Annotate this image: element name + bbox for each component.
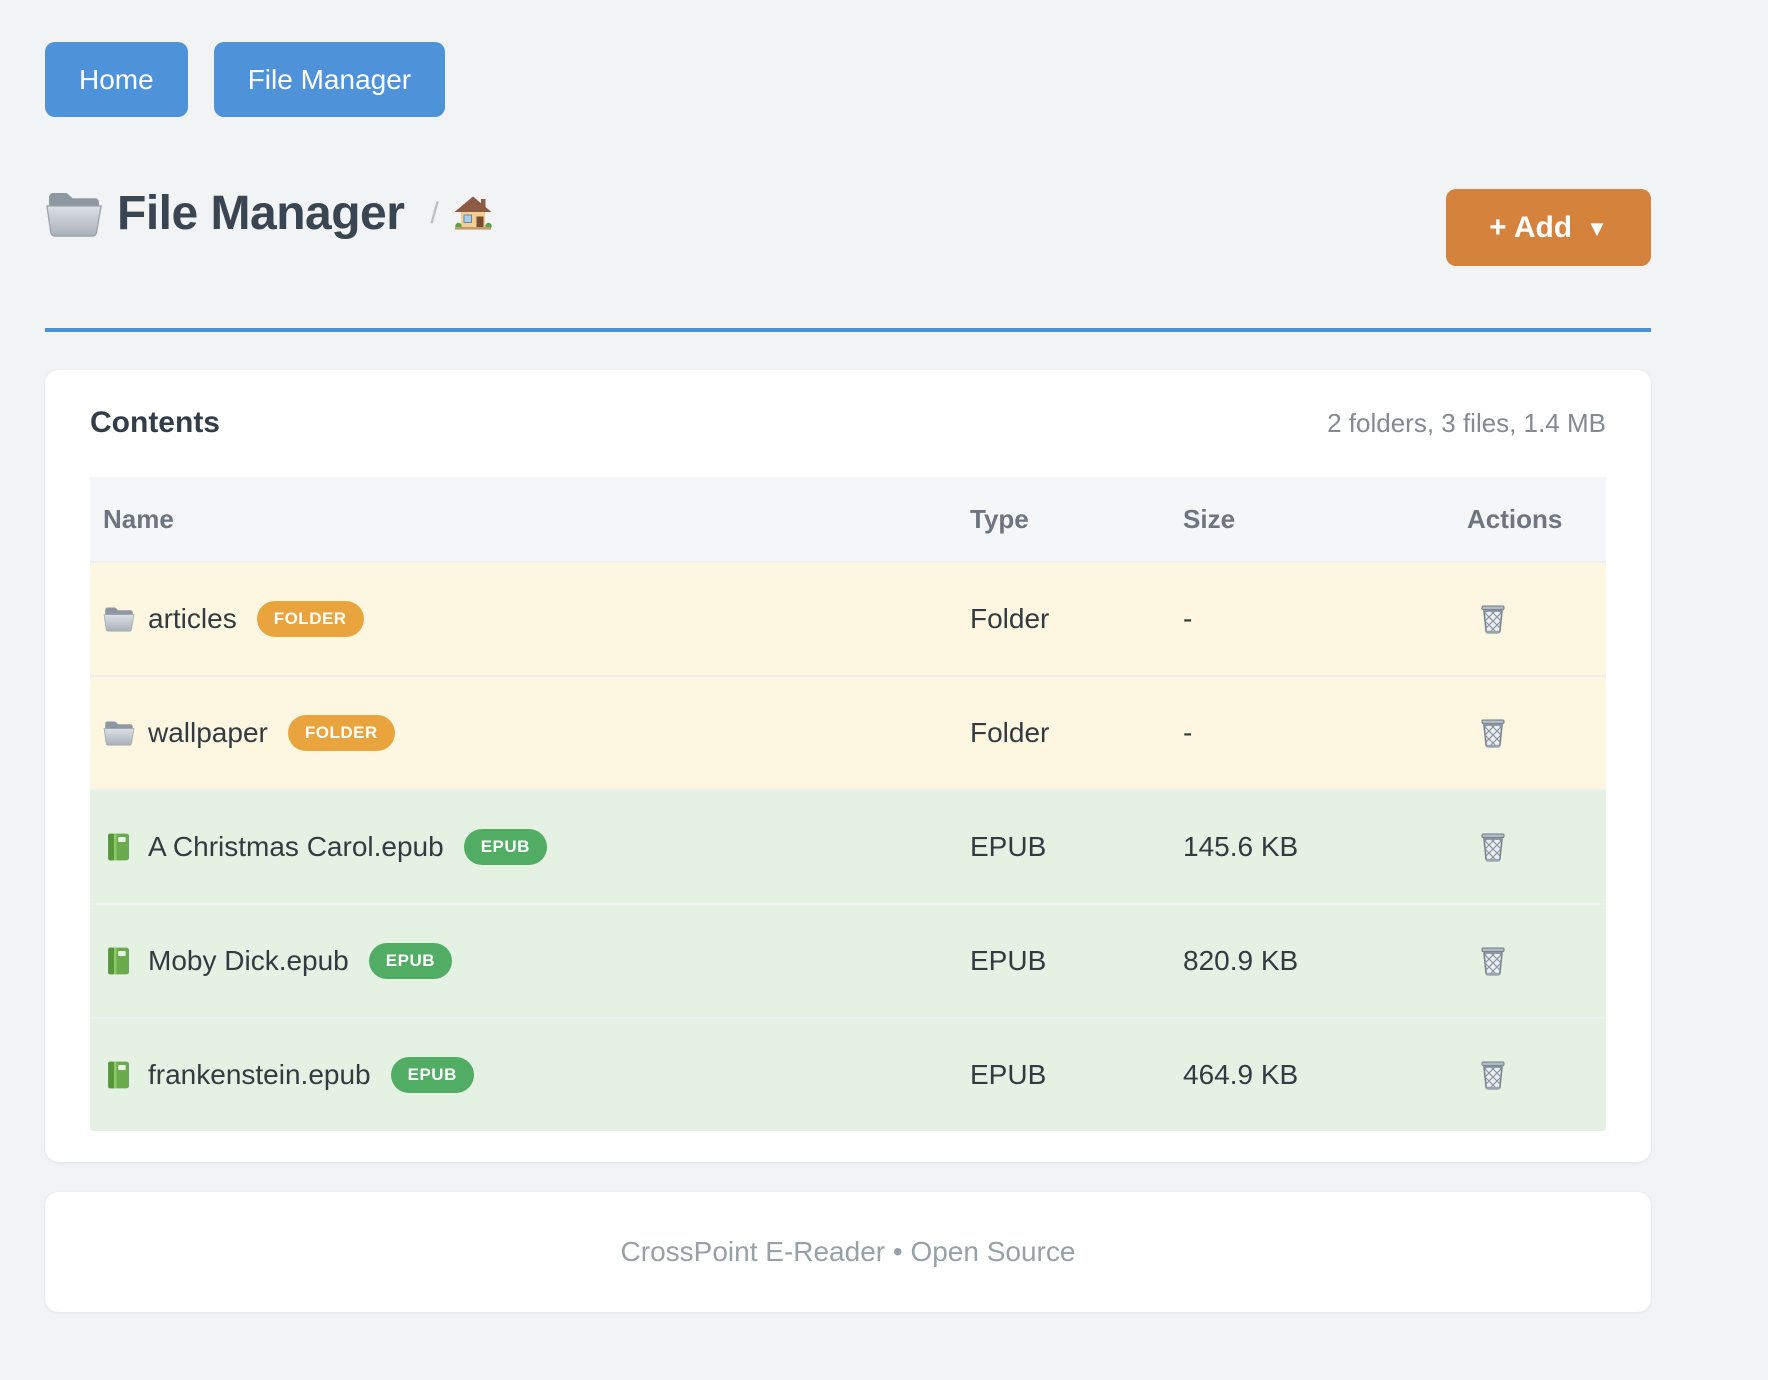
- table-row[interactable]: Moby Dick.epub EPUB EPUB 820.9 KB: [90, 903, 1606, 1017]
- table-header-row: Name Type Size Actions: [90, 477, 1606, 561]
- file-name[interactable]: frankenstein.epub: [148, 1059, 371, 1090]
- add-button[interactable]: + Add ▼: [1446, 189, 1651, 266]
- folder-icon: [103, 718, 135, 748]
- delete-button[interactable]: [1470, 596, 1516, 642]
- header-divider: [45, 328, 1651, 332]
- contents-heading: Contents: [90, 406, 220, 439]
- book-icon: [103, 832, 135, 862]
- column-header-size: Size: [1183, 503, 1236, 534]
- delete-button[interactable]: [1470, 710, 1516, 756]
- footer-card: CrossPoint E-Reader • Open Source: [45, 1192, 1651, 1312]
- file-name[interactable]: Moby Dick.epub: [148, 945, 349, 976]
- home-button[interactable]: Home: [45, 42, 188, 117]
- page-title: File Manager: [117, 187, 405, 240]
- file-type: EPUB: [970, 1059, 1047, 1090]
- table-row[interactable]: A Christmas Carol.epub EPUB EPUB 145.6 K…: [90, 789, 1606, 903]
- file-name[interactable]: wallpaper: [148, 717, 268, 748]
- folder-icon: [45, 189, 103, 239]
- file-size: 820.9 KB: [1183, 945, 1299, 976]
- table-row[interactable]: articles FOLDER Folder -: [90, 561, 1606, 675]
- add-button-label: + Add: [1489, 210, 1573, 244]
- book-icon: [103, 946, 135, 976]
- trash-icon: [1475, 1057, 1511, 1093]
- contents-card: Contents 2 folders, 3 files, 1.4 MB Name…: [45, 370, 1651, 1162]
- file-size: 464.9 KB: [1183, 1059, 1299, 1090]
- trash-icon: [1475, 601, 1511, 637]
- file-size: -: [1183, 717, 1193, 748]
- file-name[interactable]: A Christmas Carol.epub: [148, 831, 444, 862]
- file-name[interactable]: articles: [148, 603, 237, 634]
- breadcrumb: /: [430, 195, 492, 233]
- epub-badge: EPUB: [390, 1057, 474, 1093]
- house-icon[interactable]: [453, 195, 493, 233]
- folder-badge: FOLDER: [256, 601, 364, 637]
- file-size: -: [1183, 603, 1193, 634]
- contents-card-header: Contents 2 folders, 3 files, 1.4 MB: [90, 406, 1606, 440]
- contents-summary: 2 folders, 3 files, 1.4 MB: [1327, 408, 1606, 438]
- top-nav: Home File Manager: [45, 42, 446, 117]
- file-manager-button[interactable]: File Manager: [213, 42, 446, 117]
- delete-button[interactable]: [1470, 1052, 1516, 1098]
- folder-badge: FOLDER: [287, 715, 395, 751]
- folder-icon: [103, 604, 135, 634]
- epub-badge: EPUB: [368, 943, 452, 979]
- book-icon: [103, 1060, 135, 1090]
- breadcrumb-separator: /: [430, 196, 439, 230]
- file-type: EPUB: [970, 945, 1047, 976]
- table-row[interactable]: frankenstein.epub EPUB EPUB 464.9 KB: [90, 1017, 1606, 1131]
- footer-text: CrossPoint E-Reader • Open Source: [620, 1236, 1076, 1267]
- column-header-type: Type: [970, 503, 1029, 534]
- file-size: 145.6 KB: [1183, 831, 1299, 862]
- column-header-name: Name: [103, 503, 174, 534]
- trash-icon: [1475, 943, 1511, 979]
- file-type: Folder: [970, 717, 1050, 748]
- chevron-down-icon: ▼: [1586, 215, 1608, 241]
- file-table: Name Type Size Actions articles FOLDER F…: [90, 477, 1606, 1131]
- file-type: Folder: [970, 603, 1050, 634]
- page-header: File Manager / + Add ▼: [45, 178, 1651, 270]
- trash-icon: [1475, 829, 1511, 865]
- table-row[interactable]: wallpaper FOLDER Folder -: [90, 675, 1606, 789]
- title-group: File Manager /: [45, 186, 493, 241]
- trash-icon: [1475, 715, 1511, 751]
- delete-button[interactable]: [1470, 824, 1516, 870]
- file-type: EPUB: [970, 831, 1047, 862]
- delete-button[interactable]: [1470, 938, 1516, 984]
- column-header-actions: Actions: [1467, 503, 1563, 534]
- epub-badge: EPUB: [463, 829, 547, 865]
